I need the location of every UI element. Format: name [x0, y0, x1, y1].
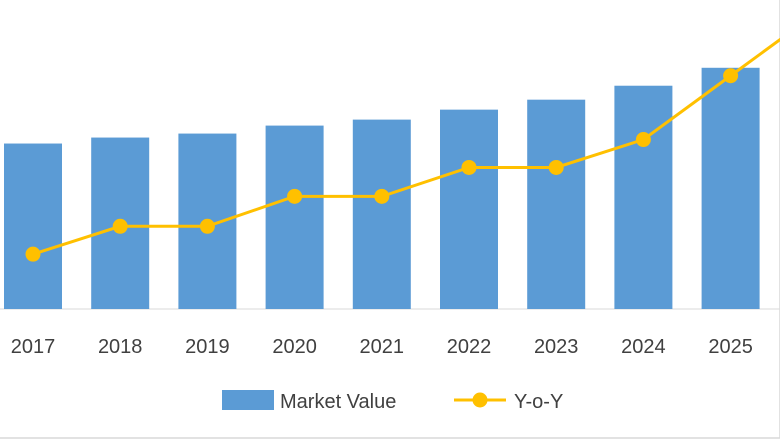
- bar-market-value-2022: [440, 109, 498, 309]
- legend-label-yoy: Y-o-Y: [514, 391, 563, 413]
- legend-label-market-value: Market Value: [280, 391, 396, 413]
- x-tick-label-2020: 2020: [272, 336, 317, 358]
- x-tick-label-2022: 2022: [447, 336, 492, 358]
- point-yoy-2017: [25, 246, 41, 262]
- line-series: [25, 37, 780, 262]
- legend-swatch-market-value: [222, 390, 274, 410]
- x-tick-label-2025: 2025: [708, 336, 753, 358]
- point-yoy-2023: [548, 159, 564, 175]
- bar-series: [4, 67, 760, 310]
- point-yoy-2025: [723, 68, 739, 84]
- x-tick-label-2024: 2024: [621, 336, 666, 358]
- bar-market-value-2024: [614, 85, 673, 309]
- point-yoy-2019: [199, 218, 215, 234]
- bar-market-value-2017: [4, 143, 62, 309]
- x-tick-label-2017: 2017: [11, 336, 56, 358]
- x-tick-label-2018: 2018: [98, 336, 143, 358]
- x-tick-label-2023: 2023: [534, 336, 579, 358]
- bar-market-value-2025: [701, 67, 760, 310]
- legend-swatch-yoy-marker: [472, 392, 488, 408]
- point-yoy-2022: [461, 159, 477, 175]
- line-yoy: [32, 37, 780, 256]
- x-tick-label-2021: 2021: [360, 336, 405, 358]
- legend: Market Value Y-o-Y: [222, 390, 563, 413]
- bar-market-value-2023: [527, 99, 586, 309]
- bar-market-value-2021: [352, 119, 411, 309]
- point-yoy-2018: [112, 218, 128, 234]
- x-tick-label-2019: 2019: [185, 336, 230, 358]
- x-axis-ticks: 2017 2018 2019 2020 2021 2022 2023 2024 2025: [11, 336, 753, 358]
- point-yoy-2021: [374, 188, 390, 204]
- point-yoy-2020: [287, 188, 303, 204]
- point-yoy-2024: [635, 132, 651, 148]
- bar-market-value-2020: [265, 125, 324, 309]
